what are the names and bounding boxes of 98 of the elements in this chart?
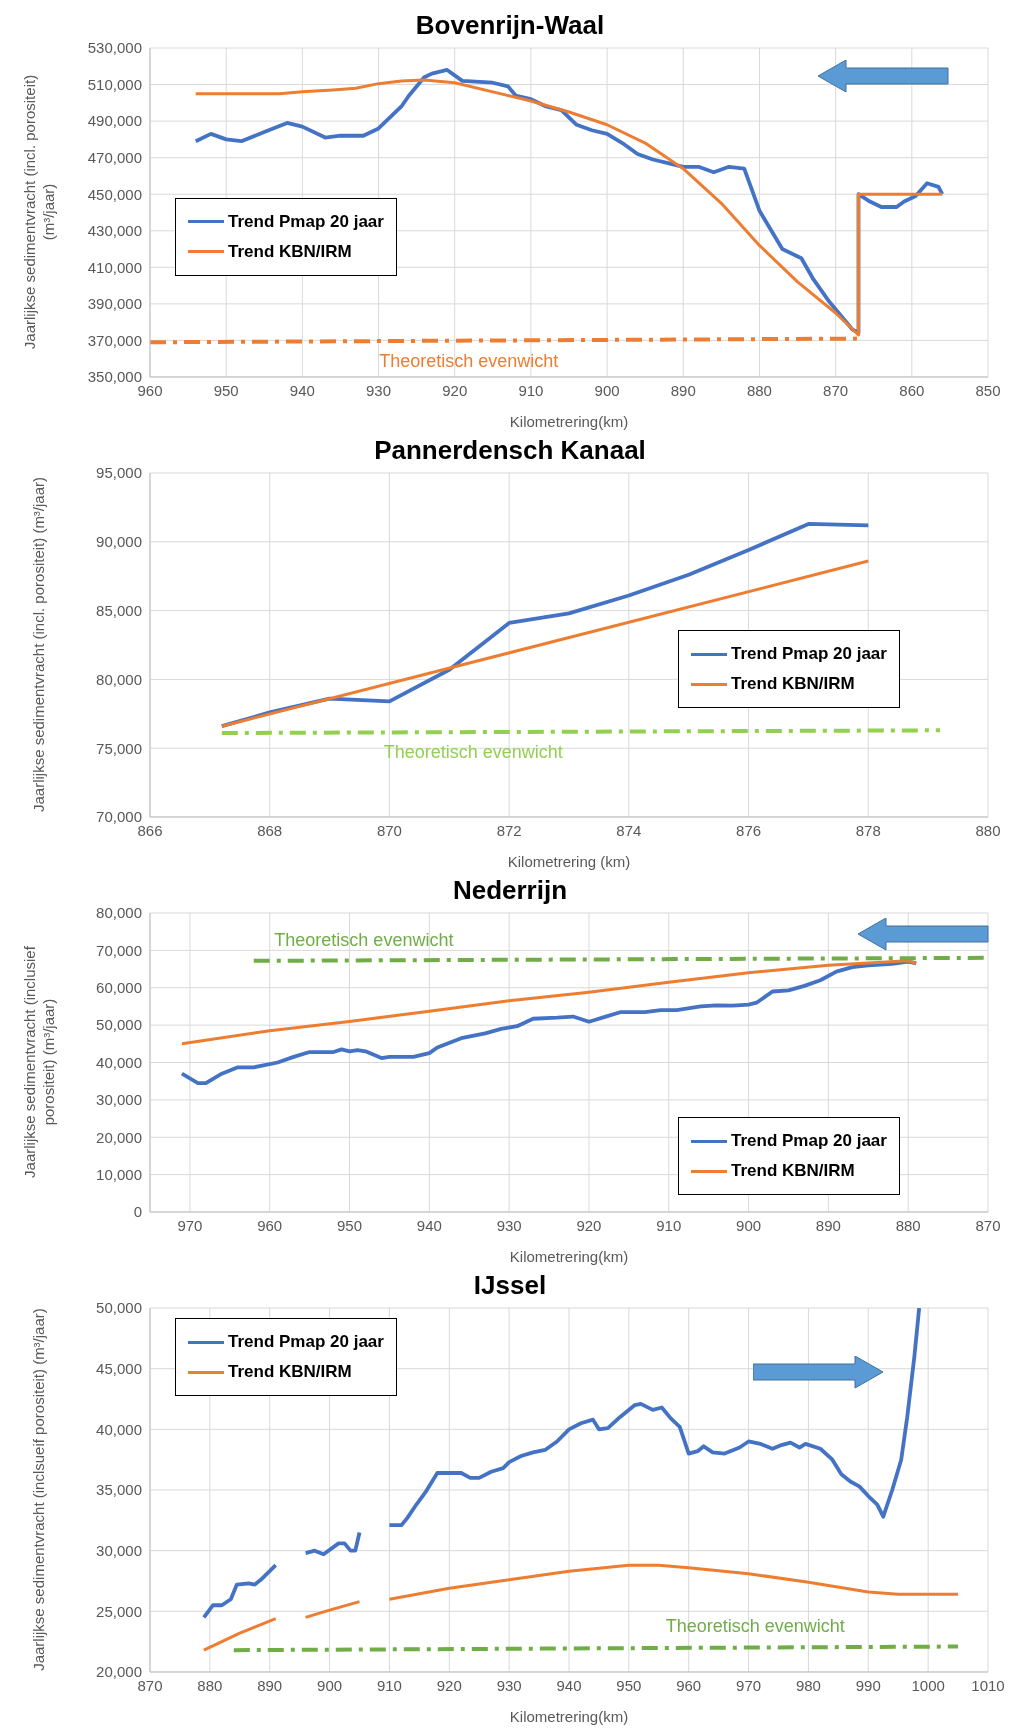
line-series <box>180 959 918 1046</box>
x-tick-label: 868 <box>257 821 283 839</box>
x-tick-label: 876 <box>736 821 762 839</box>
x-tick-label: 1010 <box>971 1676 1005 1694</box>
chart-title: Bovenrijn-Waal <box>415 10 605 40</box>
y-axis-title: Jaarlijkse sedimentvracht (incl. porositeit) (m³/jaar) <box>19 73 57 351</box>
y-tick-label: 95,000 <box>96 464 142 482</box>
x-tick-label: 920 <box>436 1676 462 1694</box>
x-tick-label: 890 <box>670 381 696 399</box>
x-tick-label: 878 <box>855 821 881 839</box>
y-tick-label: 80,000 <box>96 904 142 922</box>
x-tick-label: 880 <box>746 381 772 399</box>
chart-title: Pannerdensch Kanaal <box>374 435 646 465</box>
x-tick-label: 940 <box>289 381 315 399</box>
y-tick-label: 80,000 <box>96 670 142 688</box>
y-tick-label: 410,000 <box>87 258 142 276</box>
x-tick-label: 940 <box>556 1676 582 1694</box>
x-tick-label: 970 <box>177 1216 203 1234</box>
x-tick-label: 910 <box>376 1676 402 1694</box>
x-tick-label: 890 <box>257 1676 283 1694</box>
x-tick-label: 960 <box>676 1676 702 1694</box>
y-tick-label: 450,000 <box>87 185 142 203</box>
y-tick-label: 390,000 <box>87 295 142 313</box>
annotation: Theoretisch evenwicht <box>383 742 563 763</box>
x-tick-label: 900 <box>736 1216 762 1234</box>
x-tick-label: 870 <box>823 381 849 399</box>
y-tick-label: 30,000 <box>96 1541 142 1559</box>
x-axis-title: Kilometrering(km) <box>509 1708 629 1725</box>
x-tick-label: 940 <box>416 1216 442 1234</box>
x-tick-label: 930 <box>366 381 392 399</box>
annotation: Theoretisch evenwicht <box>379 350 559 371</box>
x-tick-label: 980 <box>795 1676 821 1694</box>
legend-label: Trend KBN/IRM <box>228 241 352 262</box>
y-tick-label: 35,000 <box>96 1481 142 1499</box>
y-tick-label: 40,000 <box>96 1420 142 1438</box>
legend-label: Trend KBN/IRM <box>228 1362 352 1382</box>
y-tick-label: 70,000 <box>96 941 142 959</box>
x-tick-label: 960 <box>257 1216 283 1234</box>
x-axis-title: Kilometrering(km) <box>509 413 629 430</box>
y-tick-label: 490,000 <box>87 112 142 130</box>
legend-label: Trend Pmap 20 jaar <box>228 1332 384 1352</box>
y-tick-label: 75,000 <box>96 739 142 757</box>
x-tick-label: 1000 <box>911 1676 945 1694</box>
y-tick-label: 90,000 <box>96 533 142 551</box>
x-tick-label: 870 <box>376 821 402 839</box>
x-tick-label: 970 <box>736 1676 762 1694</box>
y-tick-label: 50,000 <box>96 1299 142 1317</box>
legend-label: Trend Pmap 20 jaar <box>228 211 384 232</box>
y-tick-label: 510,000 <box>87 75 142 93</box>
x-tick-label: 880 <box>895 1216 921 1234</box>
x-tick-label: 930 <box>496 1676 522 1694</box>
y-tick-label: 0 <box>133 1203 142 1221</box>
x-tick-label: 990 <box>855 1676 881 1694</box>
chart-title: IJssel <box>473 1270 547 1300</box>
x-tick-label: 950 <box>616 1676 642 1694</box>
x-tick-label: 900 <box>317 1676 343 1694</box>
y-axis-title: Jaarlijkse sedimentvracht (inclusief porositeit) (m³/jaar) <box>19 944 57 1180</box>
x-tick-label: 950 <box>213 381 239 399</box>
x-tick-label: 890 <box>815 1216 841 1234</box>
x-tick-label: 900 <box>594 381 620 399</box>
x-tick-label: 880 <box>197 1676 223 1694</box>
y-tick-label: 370,000 <box>87 331 142 349</box>
x-tick-label: 930 <box>496 1216 522 1234</box>
y-axis-title: Jaarlijkse sedimentvracht (inclsueif porositeit) (m³/jaar) <box>28 1307 48 1671</box>
x-tick-label: 950 <box>337 1216 363 1234</box>
y-tick-label: 60,000 <box>96 979 142 997</box>
y-tick-label: 20,000 <box>96 1128 142 1146</box>
x-tick-label: 874 <box>616 821 642 839</box>
x-tick-label: 920 <box>442 381 468 399</box>
y-tick-label: 40,000 <box>96 1053 142 1071</box>
x-axis-title: Kilometrering (km) <box>507 853 631 870</box>
y-tick-label: 430,000 <box>87 222 142 240</box>
x-tick-label: 850 <box>975 381 1001 399</box>
x-tick-label: 910 <box>656 1216 682 1234</box>
x-axis-title: Kilometrering(km) <box>509 1248 629 1265</box>
x-tick-label: 870 <box>975 1216 1001 1234</box>
x-tick-label: 872 <box>496 821 522 839</box>
x-tick-label: 920 <box>576 1216 602 1234</box>
legend-label: Trend KBN/IRM <box>731 1161 855 1181</box>
legend-label: Trend Pmap 20 jaar <box>731 644 887 664</box>
line-series <box>180 959 919 1085</box>
chart-title: Nederrijn <box>452 875 568 905</box>
y-tick-label: 10,000 <box>96 1165 142 1183</box>
y-tick-label: 85,000 <box>96 601 142 619</box>
y-tick-label: 30,000 <box>96 1091 142 1109</box>
y-tick-label: 530,000 <box>87 39 142 57</box>
annotation: Theoretisch evenwicht <box>665 1615 845 1636</box>
y-tick-label: 50,000 <box>96 1016 142 1034</box>
x-tick-label: 860 <box>899 381 925 399</box>
y-tick-label: 25,000 <box>96 1602 142 1620</box>
x-tick-label: 880 <box>975 821 1001 839</box>
legend-label: Trend Pmap 20 jaar <box>731 1131 887 1151</box>
x-tick-label: 910 <box>518 381 544 399</box>
annotation: Theoretisch evenwicht <box>274 930 454 951</box>
y-tick-label: 470,000 <box>87 148 142 166</box>
legend-label: Trend KBN/IRM <box>731 674 855 694</box>
y-tick-label: 45,000 <box>96 1359 142 1377</box>
y-axis-title: Jaarlijkse sedimentvracht (incl. porositeit) (m³/jaar) <box>28 475 48 814</box>
